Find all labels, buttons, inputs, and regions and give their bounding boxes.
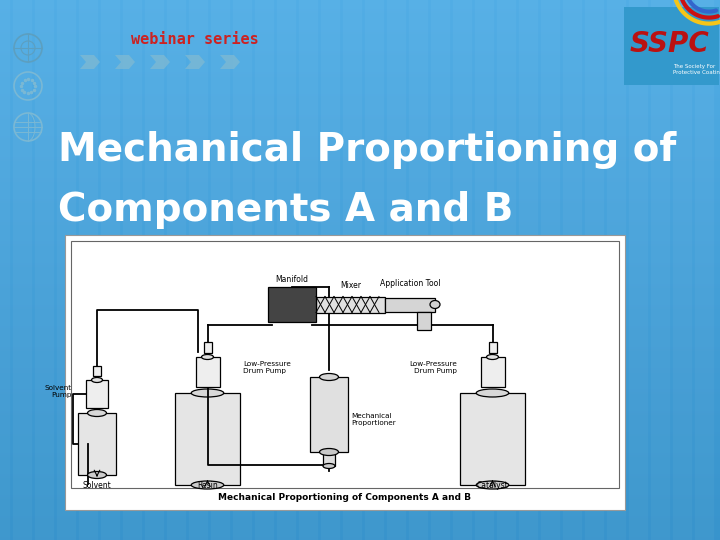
Text: Manifold: Manifold: [276, 275, 308, 285]
Text: Mechanical Proportioning of Components A and B: Mechanical Proportioning of Components A…: [218, 492, 472, 502]
Polygon shape: [150, 55, 170, 69]
Text: Mixer: Mixer: [340, 281, 361, 290]
Bar: [310, 377, 348, 452]
Polygon shape: [185, 55, 205, 69]
Bar: [93, 366, 101, 376]
Ellipse shape: [91, 377, 102, 382]
Bar: [488, 342, 497, 353]
Bar: [385, 298, 435, 312]
Ellipse shape: [476, 389, 509, 397]
Bar: [624, 7, 719, 85]
Polygon shape: [80, 55, 100, 69]
Ellipse shape: [476, 481, 509, 489]
Ellipse shape: [320, 449, 338, 456]
Bar: [316, 296, 385, 313]
Polygon shape: [220, 55, 240, 69]
Bar: [86, 380, 108, 408]
Bar: [78, 413, 116, 475]
Bar: [196, 357, 220, 387]
Bar: [71, 241, 619, 488]
Text: SSPC: SSPC: [630, 30, 710, 58]
Ellipse shape: [323, 463, 335, 469]
Bar: [323, 452, 335, 466]
Text: Low-Pressure
Drum Pump: Low-Pressure Drum Pump: [409, 361, 457, 374]
Text: Low-Pressure
Drum Pump: Low-Pressure Drum Pump: [243, 361, 291, 374]
Ellipse shape: [320, 374, 338, 381]
Text: webinar series: webinar series: [131, 32, 259, 48]
Text: Solvent
Pump: Solvent Pump: [45, 386, 72, 399]
Ellipse shape: [487, 354, 498, 360]
Polygon shape: [115, 55, 135, 69]
Text: The Society For
Protective Coatings: The Society For Protective Coatings: [673, 64, 720, 75]
Bar: [175, 393, 240, 485]
Ellipse shape: [430, 300, 440, 308]
Ellipse shape: [88, 471, 107, 478]
Text: Components A and B: Components A and B: [58, 191, 513, 229]
Bar: [204, 342, 212, 353]
Bar: [417, 312, 431, 329]
Ellipse shape: [192, 389, 224, 397]
Text: Resin: Resin: [197, 481, 218, 489]
Bar: [268, 287, 316, 322]
Ellipse shape: [192, 481, 224, 489]
Bar: [65, 235, 625, 510]
Text: Mechanical
Proportioner: Mechanical Proportioner: [351, 413, 396, 426]
Bar: [480, 357, 505, 387]
Ellipse shape: [202, 354, 214, 360]
Text: Application Tool: Application Tool: [379, 279, 440, 288]
Bar: [460, 393, 525, 485]
Ellipse shape: [88, 409, 107, 416]
Text: Catalyst: Catalyst: [477, 481, 508, 489]
Text: Solvent: Solvent: [83, 481, 112, 489]
Text: Mechanical Proportioning of: Mechanical Proportioning of: [58, 131, 676, 169]
